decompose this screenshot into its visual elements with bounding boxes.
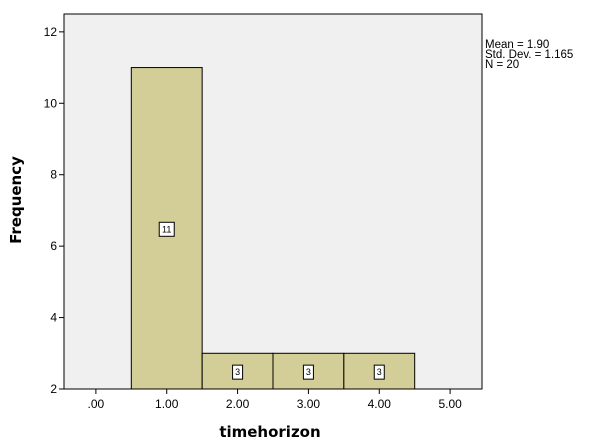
- x-tick-label: 5.00: [438, 397, 462, 411]
- y-tick-label: 6: [50, 239, 57, 253]
- bar-label: 3: [377, 367, 382, 377]
- summary-stat-line: Std. Dev. = 1.165: [485, 49, 573, 61]
- bar-label-box: [158, 221, 175, 237]
- y-tick-label: 2: [50, 382, 57, 396]
- y-tick-label: 12: [44, 25, 58, 39]
- y-axis: 2 4 6 8 10 12: [44, 25, 64, 396]
- plot-area: [63, 13, 483, 390]
- x-tick-label: 1.00: [155, 397, 179, 411]
- bar-label-box: [302, 364, 314, 380]
- summary-stat-line: N = 20: [485, 59, 519, 71]
- bar-label: 3: [306, 367, 311, 377]
- bar-label-box: [232, 364, 244, 380]
- x-tick-label: .00: [88, 397, 105, 411]
- x-tick-label: 3.00: [297, 397, 321, 411]
- bar-label: 3: [235, 367, 240, 377]
- y-tick-label: 8: [50, 168, 57, 182]
- x-axis: .00 1.00 2.00 3.00 4.00 5.00: [88, 389, 462, 411]
- x-axis-title: timehorizon: [219, 423, 320, 441]
- bar-label: 11: [162, 224, 171, 234]
- summary-stat-line: Mean = 1.90: [485, 39, 549, 51]
- bar-label-box: [373, 364, 385, 380]
- y-tick-label: 4: [50, 311, 57, 325]
- y-tick-label: 10: [44, 96, 58, 110]
- x-tick-label: 4.00: [368, 397, 392, 411]
- x-tick-label: 2.00: [226, 397, 250, 411]
- bars-layer: 11 3 3 3: [130, 67, 416, 390]
- y-axis-title: Frequency: [7, 156, 25, 244]
